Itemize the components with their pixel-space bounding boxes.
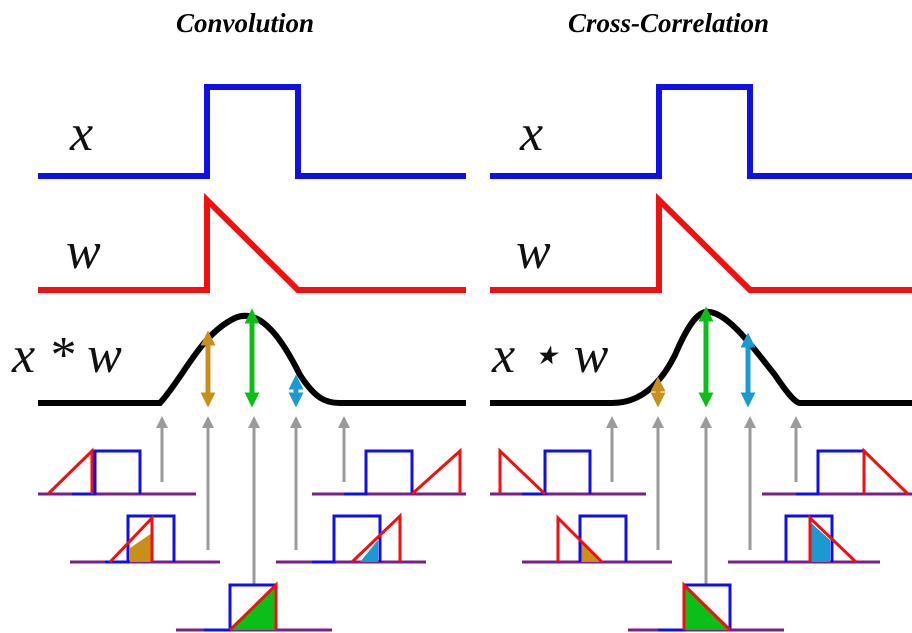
overlap-step-mini-plot — [38, 447, 196, 496]
result-label: x ⋆ w — [491, 327, 609, 384]
overlap-step-mini-plot — [728, 514, 880, 564]
convolution-panel: x w x * w — [11, 84, 466, 632]
overlap-step-mini-plot — [312, 447, 466, 496]
overlap-step-mini-plot — [490, 447, 646, 496]
cross-correlation-panel: x w x ⋆ w — [490, 84, 912, 632]
x-signal-curve — [490, 84, 912, 179]
overlap-step-mini-plot — [70, 514, 220, 564]
w-label: w — [516, 223, 551, 280]
x-label: x — [519, 105, 543, 162]
overlap-step-mini-plot — [522, 514, 672, 564]
w-signal-curve — [490, 192, 912, 293]
cross-correlation-title: Cross-Correlation — [568, 8, 770, 38]
overlap-step-mini-plot — [276, 512, 426, 564]
x-signal-curve — [38, 84, 466, 179]
convolution-result-curve — [38, 312, 466, 406]
w-signal-curve — [38, 192, 466, 293]
w-label: w — [66, 223, 101, 280]
convolution-title: Convolution — [176, 8, 315, 38]
overlap-step-mini-plot — [628, 581, 784, 632]
result-label: x * w — [11, 327, 122, 384]
x-label: x — [69, 105, 93, 162]
overlap-step-mini-plot — [176, 581, 332, 632]
overlap-step-mini-plot — [762, 447, 912, 496]
